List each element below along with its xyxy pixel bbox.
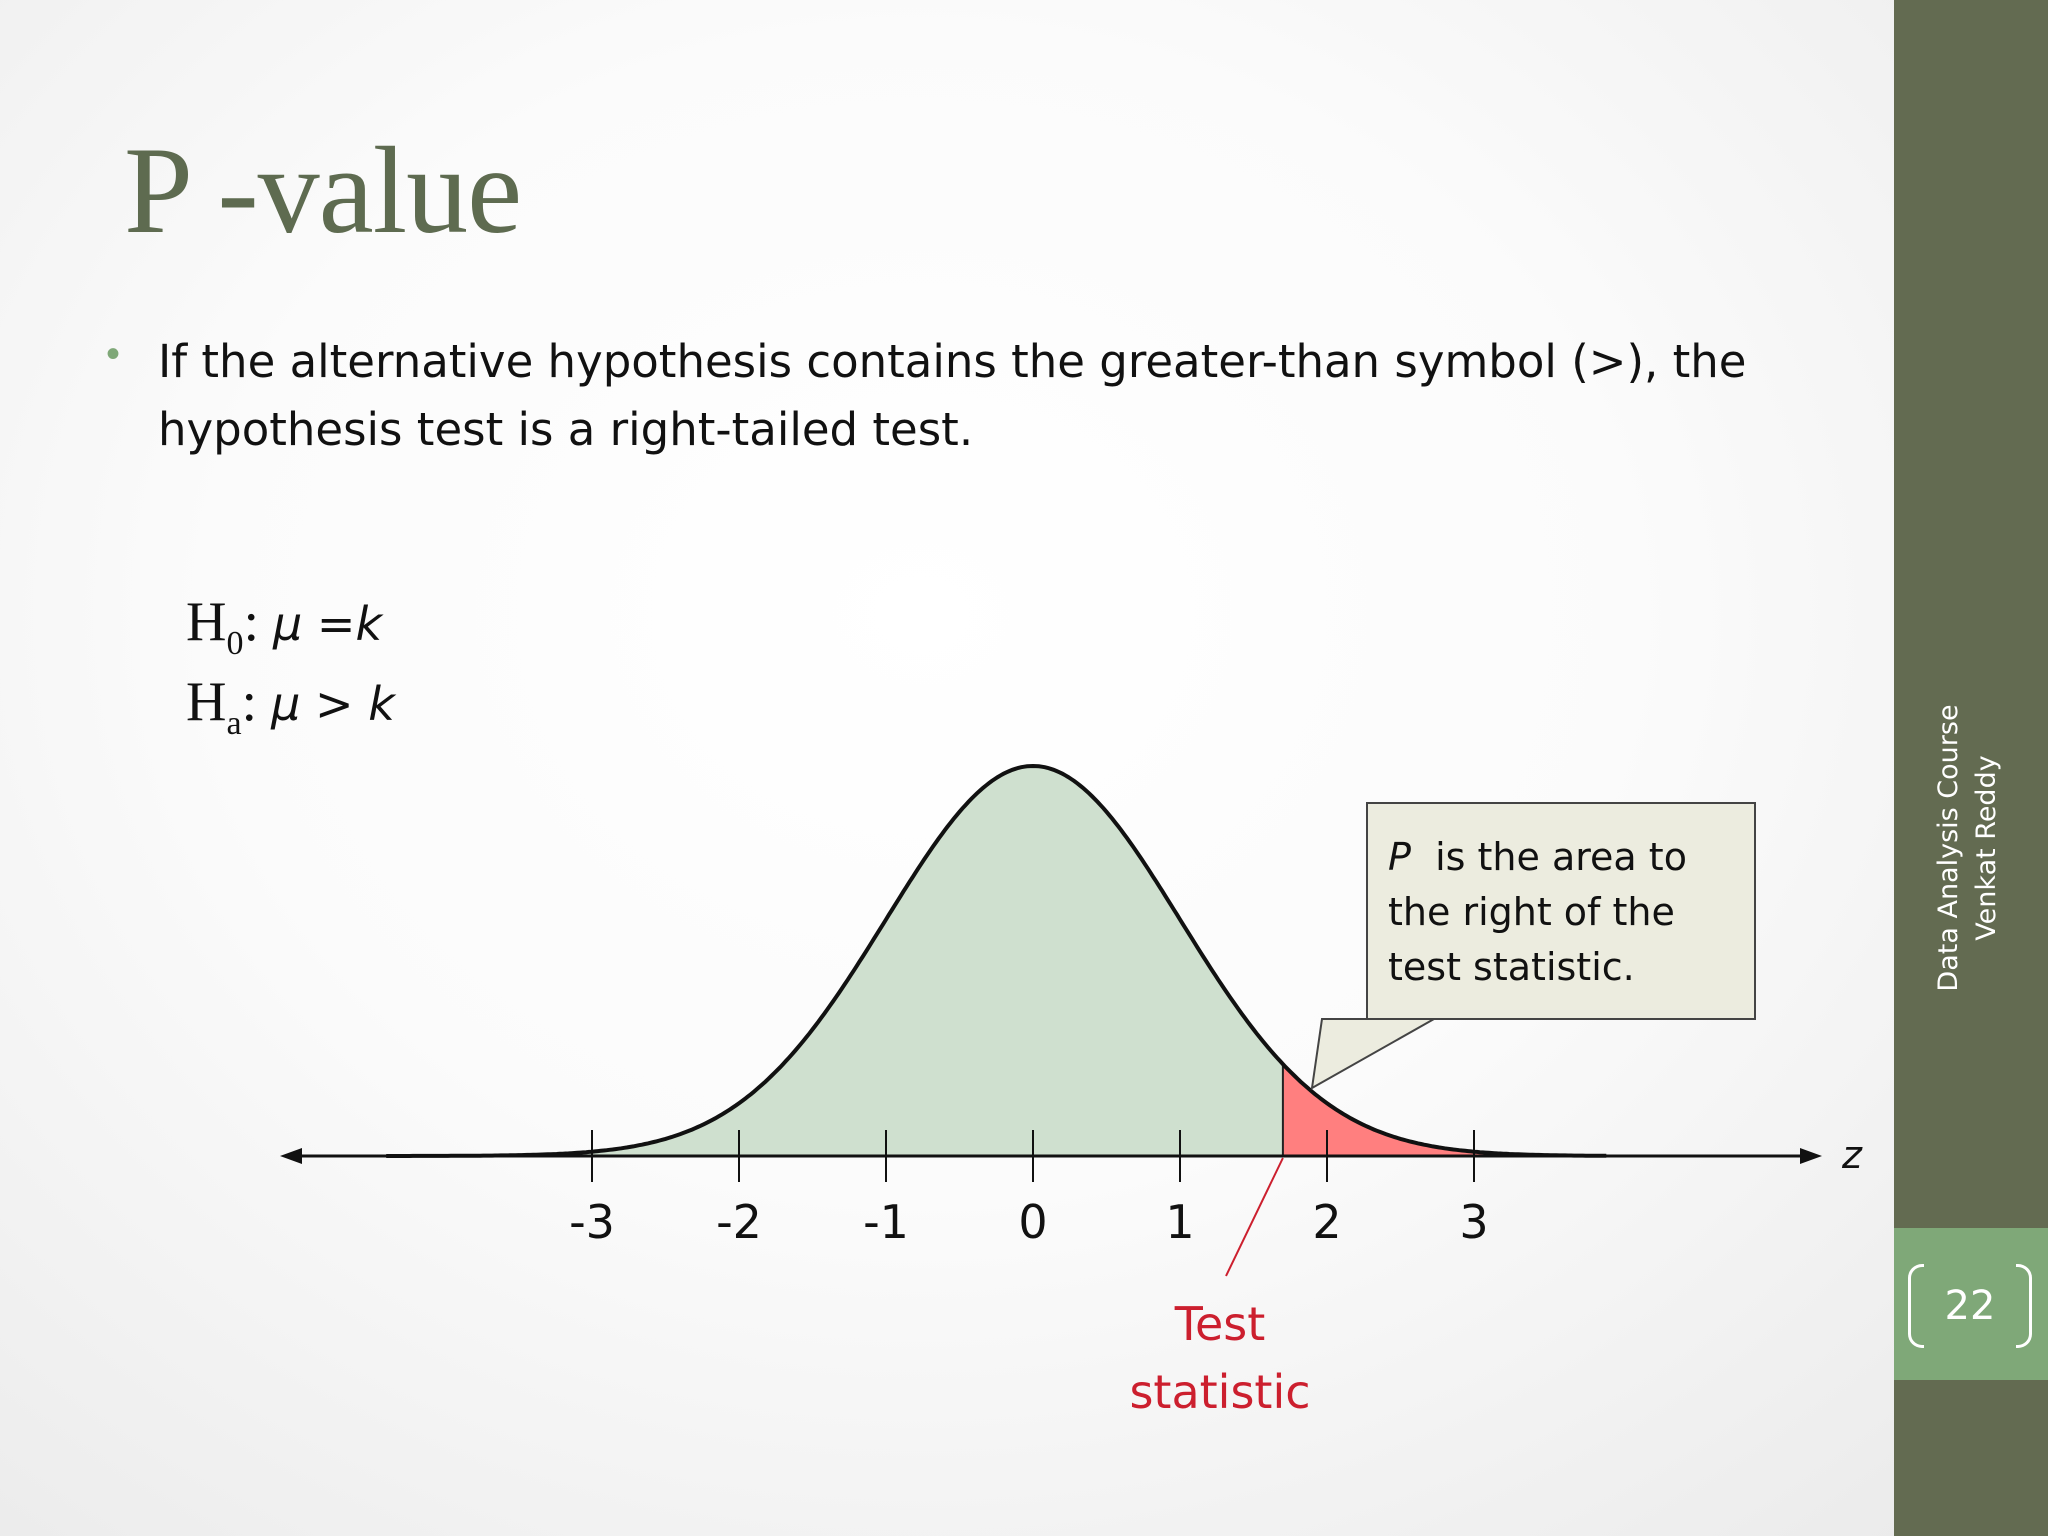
test-statistic-pointer xyxy=(1225,1157,1284,1277)
tick-label: 1 xyxy=(1165,1195,1194,1249)
curve-body-area xyxy=(386,766,1283,1156)
test-statistic-line-2: statistic xyxy=(1129,1365,1311,1419)
null-hypothesis-colon: : xyxy=(243,591,260,653)
sidebar-author: Venkat Reddy xyxy=(1971,755,2002,941)
tick-label: 0 xyxy=(1018,1195,1047,1249)
alternative-hypothesis: Ha: μ > k xyxy=(186,670,395,742)
callout-p-letter: P xyxy=(1388,835,1411,879)
tick-label: 3 xyxy=(1459,1195,1488,1249)
page-bracket-right xyxy=(2016,1264,2032,1348)
tick-label: -3 xyxy=(569,1195,615,1249)
normal-curve xyxy=(386,763,1607,1158)
axis-right-arrow xyxy=(1800,1148,1822,1164)
page-number: 22 xyxy=(1944,1283,1996,1329)
bullet-marker: • xyxy=(106,332,121,376)
tick-label: -2 xyxy=(716,1195,762,1249)
test-statistic-line-1: Test xyxy=(1174,1297,1266,1351)
alt-hypothesis-colon: : xyxy=(241,671,258,733)
null-hypothesis: H0: μ =k xyxy=(186,590,383,662)
slide-title: P -value xyxy=(124,122,522,259)
null-hypothesis-subscript: 0 xyxy=(226,625,244,662)
null-hypothesis-mu: μ xyxy=(273,597,303,651)
slide: P -value • If the alternative hypothesis… xyxy=(106,122,1863,1426)
axis-left-arrow xyxy=(280,1148,302,1164)
sidebar-footer-text: Data Analysis Course Venkat Reddy xyxy=(1930,704,2006,991)
null-hypothesis-k: k xyxy=(355,597,383,651)
alt-hypothesis-k: k xyxy=(368,677,395,731)
tick-label: -1 xyxy=(863,1195,909,1249)
test-statistic-label: Test statistic xyxy=(1080,1290,1360,1426)
p-value-callout: P is the area to the right of the test s… xyxy=(1366,802,1756,1020)
normal-distribution-diagram: z -3 -2 -1 0 1 2 3 xyxy=(280,763,1863,1277)
null-hypothesis-relation: = xyxy=(302,597,356,651)
callout-gap-mask xyxy=(1366,1014,1506,1026)
callout-line-2: the right of the xyxy=(1388,890,1675,934)
callout-text-1: is the area to xyxy=(1435,835,1687,879)
bullet-text: If the alternative hypothesis contains t… xyxy=(158,335,1747,456)
callout-line-3: test statistic. xyxy=(1388,945,1635,989)
axis-ticks: -3 -2 -1 0 1 2 3 xyxy=(569,1130,1489,1249)
alt-hypothesis-letter: H xyxy=(186,671,227,733)
page-bracket-left xyxy=(1908,1264,1924,1348)
alt-hypothesis-relation: > xyxy=(300,677,369,731)
alt-hypothesis-subscript: a xyxy=(226,705,242,742)
axis-variable-label: z xyxy=(1841,1133,1863,1177)
sidebar-course-name: Data Analysis Course xyxy=(1933,704,1964,992)
tick-label: 2 xyxy=(1312,1195,1341,1249)
alt-hypothesis-mu: μ xyxy=(271,677,301,731)
callout-line-1: P is the area to xyxy=(1388,830,1734,885)
page-number-box xyxy=(1894,1228,2048,1380)
callout-pointer xyxy=(1310,1018,1438,1090)
null-hypothesis-letter: H xyxy=(186,591,227,653)
